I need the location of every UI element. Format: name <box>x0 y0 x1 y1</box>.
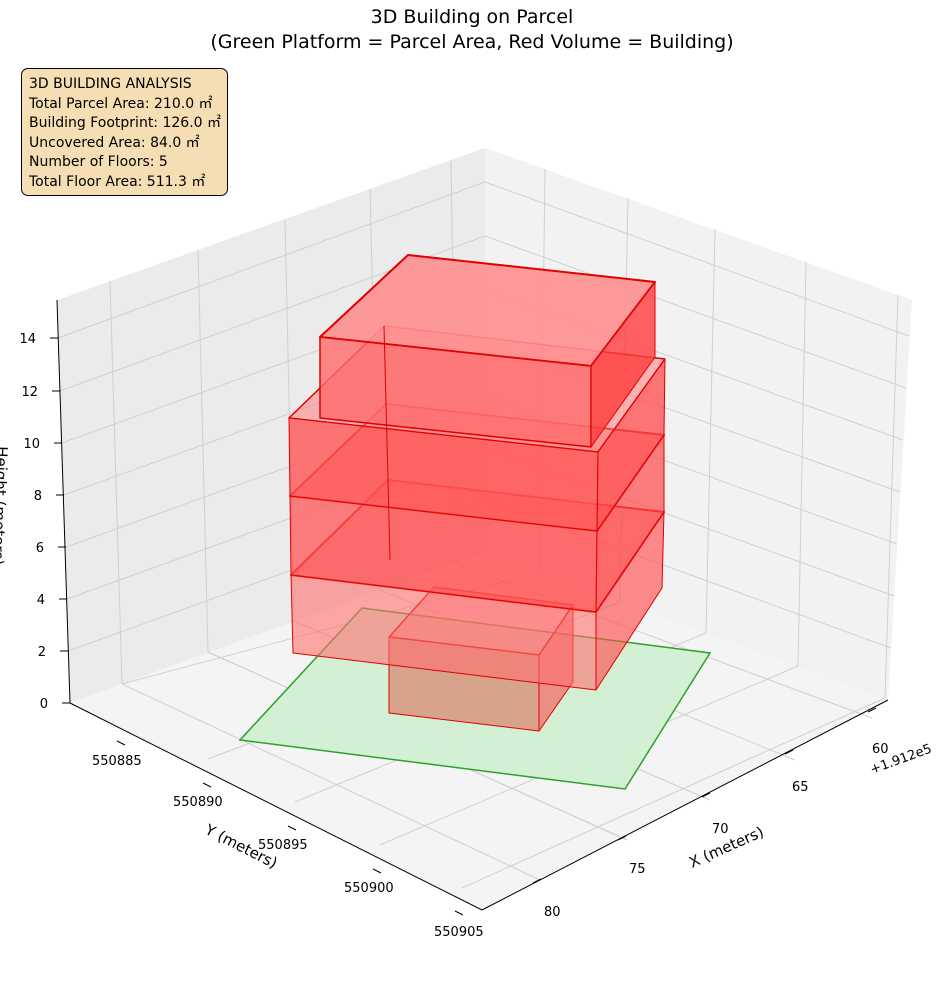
tick-marks <box>50 337 877 916</box>
floor-5 <box>319 254 656 448</box>
y-tick-550885: 550885 <box>92 754 142 769</box>
info-total-floor-area: Total Floor Area: 511.3 ㎡ <box>29 173 206 190</box>
z-tick-8: 8 <box>34 489 42 504</box>
z-tick-6: 6 <box>36 541 44 556</box>
x-tick-80: 80 <box>544 905 561 920</box>
x-tick-65: 65 <box>792 780 809 795</box>
y-axis-line <box>69 702 483 911</box>
info-heading: 3D BUILDING ANALYSIS <box>29 76 192 92</box>
info-uncovered-area: Uncovered Area: 84.0 ㎡ <box>29 134 200 151</box>
z-tick-12: 12 <box>21 385 38 400</box>
y-tick-labels: 550885 550890 550895 550900 550905 <box>92 754 484 940</box>
z-tick-0: 0 <box>40 697 48 712</box>
z-tick-14: 14 <box>19 332 36 347</box>
y-tick-550905: 550905 <box>434 925 484 940</box>
y-tick-550890: 550890 <box>173 795 223 810</box>
y-tick-550900: 550900 <box>344 881 394 896</box>
info-building-footprint: Building Footprint: 126.0 ㎡ <box>29 115 222 132</box>
z-tick-2: 2 <box>38 645 46 660</box>
z-tick-labels: 0 2 4 6 8 10 12 14 <box>19 332 48 712</box>
z-tick-10: 10 <box>23 437 40 452</box>
info-box: 3D BUILDING ANALYSIS Total Parcel Area: … <box>21 68 228 196</box>
x-tick-70: 70 <box>712 822 729 837</box>
z-axis-label: Height (meters) <box>0 446 11 566</box>
y-tick-550895: 550895 <box>258 838 308 853</box>
building-volume <box>288 254 666 732</box>
chart-title: 3D Building on Parcel <box>370 6 574 28</box>
axis-lines <box>56 299 889 911</box>
info-total-parcel-area: Total Parcel Area: 210.0 ㎡ <box>29 95 213 112</box>
chart-subtitle: (Green Platform = Parcel Area, Red Volum… <box>210 31 734 53</box>
x-tick-60: 60 <box>872 742 889 757</box>
x-axis-line <box>481 699 889 911</box>
z-tick-4: 4 <box>37 593 45 608</box>
info-number-of-floors: Number of Floors: 5 <box>29 154 168 171</box>
x-tick-75: 75 <box>629 862 646 877</box>
z-axis-line <box>56 299 71 704</box>
